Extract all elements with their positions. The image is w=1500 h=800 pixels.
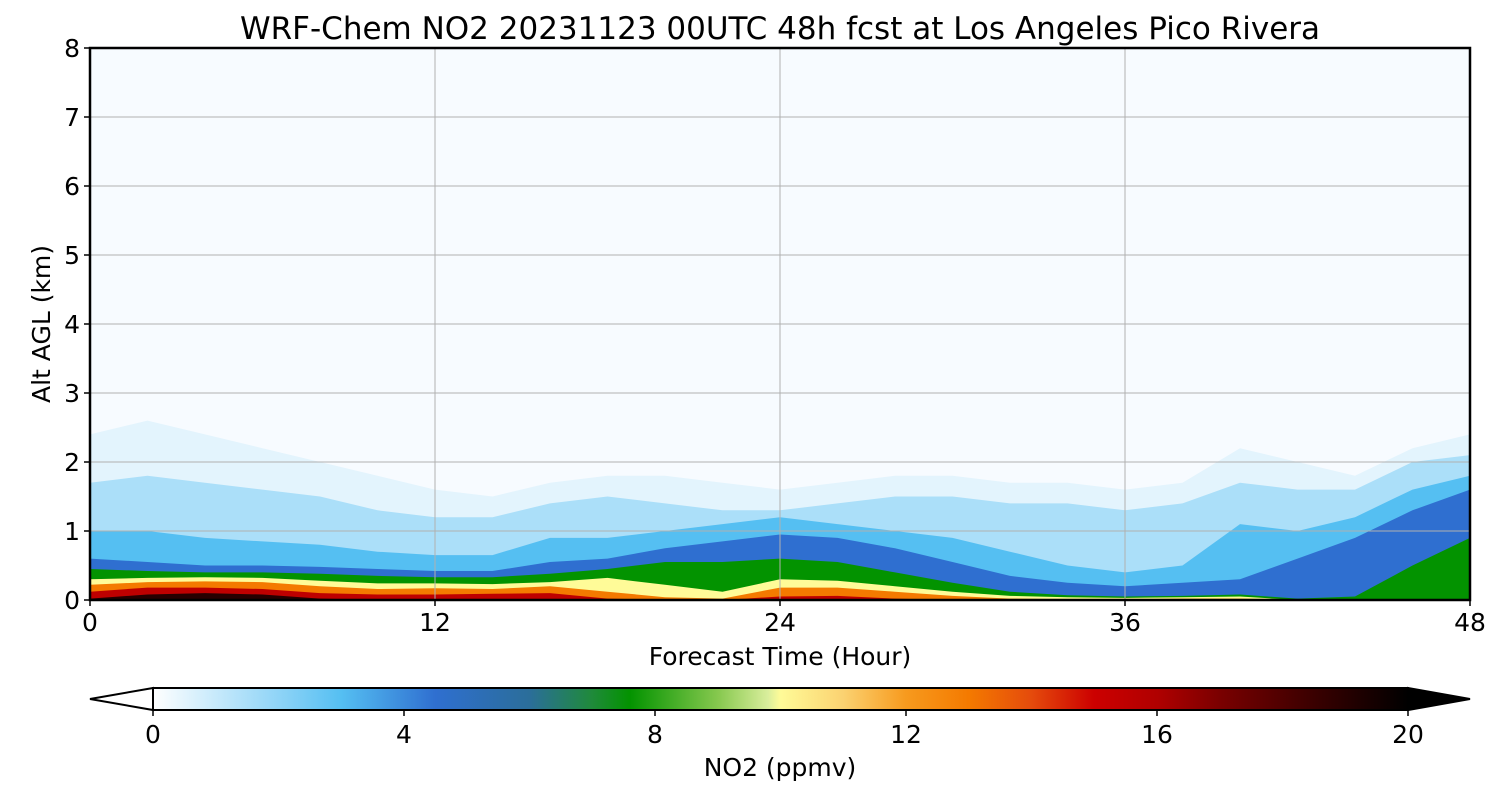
y-tick-label-6: 6 bbox=[64, 172, 80, 201]
chart-title: WRF-Chem NO2 20231123 00UTC 48h fcst at … bbox=[240, 11, 1320, 47]
colorbar-min-extension bbox=[89, 686, 154, 712]
colorbar-max-extension bbox=[1407, 686, 1471, 712]
colorbar-tick-label-5: 20 bbox=[1392, 720, 1424, 749]
colorbar-tick-label-3: 12 bbox=[890, 720, 922, 749]
colorbar-tick-label-1: 4 bbox=[396, 720, 412, 749]
x-tick-label-1: 12 bbox=[419, 608, 451, 637]
x-tick-label-4: 48 bbox=[1454, 608, 1486, 637]
colorbar-tick-label-2: 8 bbox=[647, 720, 663, 749]
colorbar-label: NO2 (ppmv) bbox=[704, 753, 857, 782]
x-tick-label-0: 0 bbox=[82, 608, 98, 637]
y-tick-label-0: 0 bbox=[64, 586, 80, 615]
x-axis-ticks: 0 12 24 36 48 bbox=[82, 600, 1486, 637]
y-tick-label-7: 7 bbox=[64, 103, 80, 132]
y-tick-label-8: 8 bbox=[64, 34, 80, 63]
y-tick-label-5: 5 bbox=[64, 241, 80, 270]
y-tick-label-1: 1 bbox=[64, 517, 80, 546]
y-tick-label-3: 3 bbox=[64, 379, 80, 408]
colorbar: 0 4 8 12 16 20 bbox=[89, 686, 1471, 749]
y-tick-label-4: 4 bbox=[64, 310, 80, 339]
colorbar-frame bbox=[152, 687, 1409, 711]
colorbar-gradient bbox=[153, 688, 1408, 710]
y-tick-label-2: 2 bbox=[64, 448, 80, 477]
y-axis-ticks: 0 1 2 3 4 5 6 7 8 bbox=[64, 34, 90, 615]
x-tick-label-3: 36 bbox=[1109, 608, 1141, 637]
gridlines bbox=[90, 48, 1470, 600]
colorbar-tick-label-4: 16 bbox=[1141, 720, 1173, 749]
x-tick-label-2: 24 bbox=[764, 608, 796, 637]
y-axis-label: Alt AGL (km) bbox=[27, 245, 56, 403]
colorbar-tick-label-0: 0 bbox=[145, 720, 161, 749]
x-axis-label: Forecast Time (Hour) bbox=[649, 642, 912, 671]
